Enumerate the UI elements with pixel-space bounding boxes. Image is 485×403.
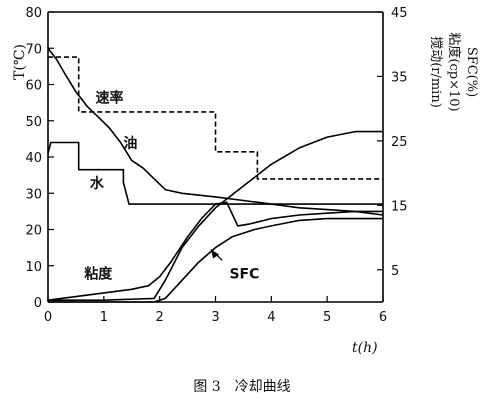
series-line-水 [47,141,383,205]
right-axis-title-line: 搅动(r/min) [428,36,444,108]
left-y-axis-title: T(℃) [12,44,28,80]
series-line-5 [48,130,383,301]
x-axis-title: t(h) [352,340,378,356]
right-axis-title-line: SFC(%) [464,47,479,97]
series-annotation: 粘度 [84,265,113,282]
x-tick-label: 3 [211,310,219,325]
right-y-tick-label: 15 [391,199,408,214]
left-y-tick-label: 60 [25,79,42,94]
series-line-粘度 [47,201,384,301]
series-line-油 [47,47,383,213]
left-y-tick-label: 30 [25,187,42,202]
right-y-tick-label: 35 [391,70,408,85]
right-axis-title-line: 粘度(cp×10) [446,32,462,111]
figure-caption: 图 3 冷却曲线 [193,379,290,395]
right-y-tick-label: 45 [391,6,408,21]
x-tick-label: 1 [100,310,108,325]
series-annotation: SFC [229,266,259,282]
x-tick-label: 6 [379,310,387,325]
left-y-tick-label: 0 [34,296,42,311]
x-tick-label: 5 [323,310,331,325]
right-y-axis-title: 搅动(r/min) 粘度(cp×10) SFC(%) [428,32,479,111]
x-tick-label: 2 [156,310,164,325]
x-tick-label: 0 [44,310,52,325]
series-annotation: 水 [90,175,105,192]
left-y-tick-label: 70 [25,42,42,57]
series-annotation: 速率 [95,90,123,107]
series-annotation: 油 [123,135,137,152]
right-y-tick-label: 25 [391,135,408,150]
right-y-tick-label: 5 [391,264,399,279]
series-line-速率 [48,56,383,180]
left-y-tick-label: 40 [25,151,42,166]
left-y-tick-label: 50 [25,115,42,130]
x-tick-label: 4 [267,310,275,325]
left-y-tick-label: 20 [25,224,42,239]
left-y-tick-label: 10 [25,260,42,275]
sfc-pointer-head [211,249,220,259]
left-y-tick-label: 80 [25,6,42,21]
series-line-SFC [48,217,383,303]
series-layer [47,47,384,303]
